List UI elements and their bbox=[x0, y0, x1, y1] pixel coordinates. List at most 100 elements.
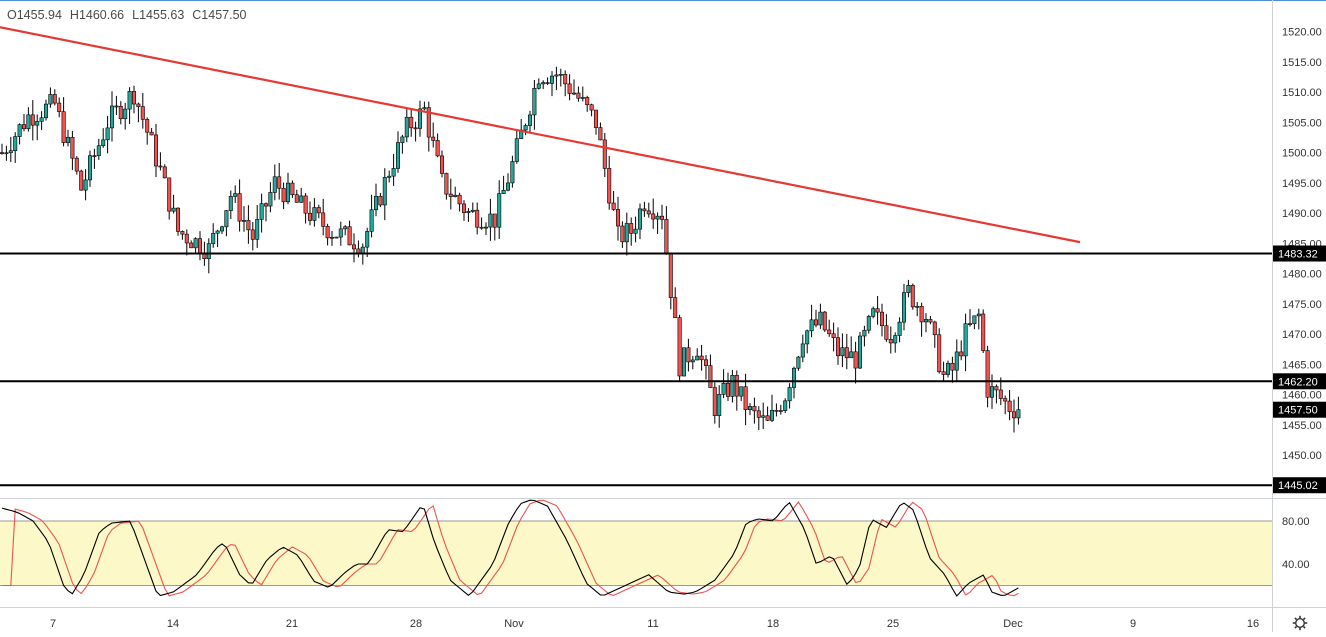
candle-body bbox=[211, 232, 216, 244]
candle-body bbox=[871, 308, 876, 317]
candle-body bbox=[659, 215, 664, 220]
candle-body bbox=[114, 105, 119, 108]
candle-body bbox=[730, 375, 735, 397]
candle-body bbox=[624, 223, 629, 243]
candle-body bbox=[541, 82, 546, 85]
candle-body bbox=[879, 311, 884, 327]
price-level-label: 1483.32 bbox=[1278, 249, 1318, 261]
candle-body bbox=[79, 170, 84, 191]
candle-body bbox=[184, 233, 189, 244]
candle-body bbox=[690, 359, 695, 363]
candle-body bbox=[365, 231, 370, 248]
candle-body bbox=[439, 155, 444, 174]
candle-body bbox=[813, 319, 818, 326]
candle-body bbox=[840, 347, 845, 357]
price-tick-label: 1450.00 bbox=[1282, 450, 1322, 462]
candle-body bbox=[611, 202, 616, 210]
time-tick-label: Nov bbox=[504, 618, 524, 630]
candle-body bbox=[52, 94, 57, 104]
candle-body bbox=[343, 226, 348, 230]
candle-body bbox=[43, 103, 48, 119]
candle-body bbox=[417, 108, 422, 129]
candle-body bbox=[154, 134, 159, 167]
candle-body bbox=[972, 315, 977, 325]
gear-icon-tooth bbox=[1294, 625, 1298, 629]
candle-body bbox=[215, 230, 220, 234]
candle-body bbox=[796, 356, 801, 369]
candle-body bbox=[994, 386, 999, 391]
gear-icon-tooth bbox=[1302, 617, 1306, 621]
candle-body bbox=[897, 321, 902, 336]
candle-body bbox=[571, 92, 576, 95]
candle-body bbox=[316, 207, 321, 214]
candle-body bbox=[198, 238, 203, 254]
candle-body bbox=[752, 406, 757, 412]
candle-body bbox=[976, 313, 981, 317]
candle-body bbox=[303, 195, 308, 214]
candle-body bbox=[224, 210, 229, 228]
candle-body bbox=[818, 311, 823, 326]
candle-body bbox=[479, 226, 484, 229]
price-level-tag bbox=[1273, 401, 1326, 418]
candle-body bbox=[923, 319, 928, 323]
candle-body bbox=[646, 210, 651, 215]
candle-body bbox=[567, 83, 572, 94]
candle-body bbox=[39, 117, 44, 122]
candle-body bbox=[220, 226, 225, 232]
time-tick-label: 21 bbox=[286, 618, 298, 630]
trendline[interactable] bbox=[0, 1, 1081, 244]
candle-body bbox=[356, 248, 361, 254]
candle-body bbox=[717, 394, 722, 416]
candle-body bbox=[774, 410, 779, 412]
price-tick-label: 1500.00 bbox=[1282, 148, 1322, 160]
time-tick-label: 9 bbox=[1130, 618, 1136, 630]
candle-body bbox=[598, 127, 603, 141]
candle-body bbox=[404, 116, 409, 138]
price-tick-label: 1460.00 bbox=[1282, 390, 1322, 402]
candle-body bbox=[391, 168, 396, 177]
candle-body bbox=[237, 193, 242, 222]
candle-body bbox=[805, 330, 810, 345]
candle-body bbox=[998, 389, 1003, 399]
candle-body bbox=[180, 231, 185, 235]
candle-body bbox=[602, 139, 607, 169]
candle-body bbox=[769, 410, 774, 421]
candle-body bbox=[857, 335, 862, 369]
price-tick-label: 1520.00 bbox=[1282, 27, 1322, 39]
candle-body bbox=[228, 196, 233, 211]
candle-body bbox=[835, 337, 840, 357]
candle-body bbox=[158, 165, 163, 168]
candle-body bbox=[413, 127, 418, 130]
candle-body bbox=[140, 106, 145, 120]
stoch-tick-label: 80.00 bbox=[1282, 516, 1310, 528]
candle-body bbox=[963, 323, 968, 357]
candle-body bbox=[514, 138, 519, 162]
candle-body bbox=[35, 121, 40, 126]
candle-body bbox=[673, 297, 678, 318]
ohlc-high: H1460.66 bbox=[69, 8, 125, 22]
candle-body bbox=[708, 365, 713, 388]
stochastic-pane[interactable] bbox=[0, 499, 1272, 597]
drawings[interactable] bbox=[0, 1, 1272, 487]
candle-body bbox=[563, 74, 568, 85]
candle-body bbox=[651, 213, 656, 220]
candle-body bbox=[576, 92, 581, 99]
candle-body bbox=[954, 351, 959, 371]
price-level-tag bbox=[1273, 373, 1326, 390]
candle-body bbox=[378, 195, 383, 206]
gear-icon[interactable] bbox=[1292, 615, 1308, 631]
price-tick-label: 1480.00 bbox=[1282, 269, 1322, 281]
candle-body bbox=[70, 136, 75, 159]
candle-body bbox=[655, 215, 660, 220]
candle-body bbox=[8, 150, 13, 154]
stoch-d-line bbox=[2, 499, 1019, 597]
price-tick-label: 1470.00 bbox=[1282, 329, 1322, 341]
candle-body bbox=[189, 242, 194, 249]
candle-body bbox=[233, 193, 238, 197]
candle-body bbox=[466, 211, 471, 213]
candle-body bbox=[615, 209, 620, 227]
ohlc-open: O1455.94 bbox=[7, 8, 62, 22]
candle-body bbox=[118, 105, 123, 120]
